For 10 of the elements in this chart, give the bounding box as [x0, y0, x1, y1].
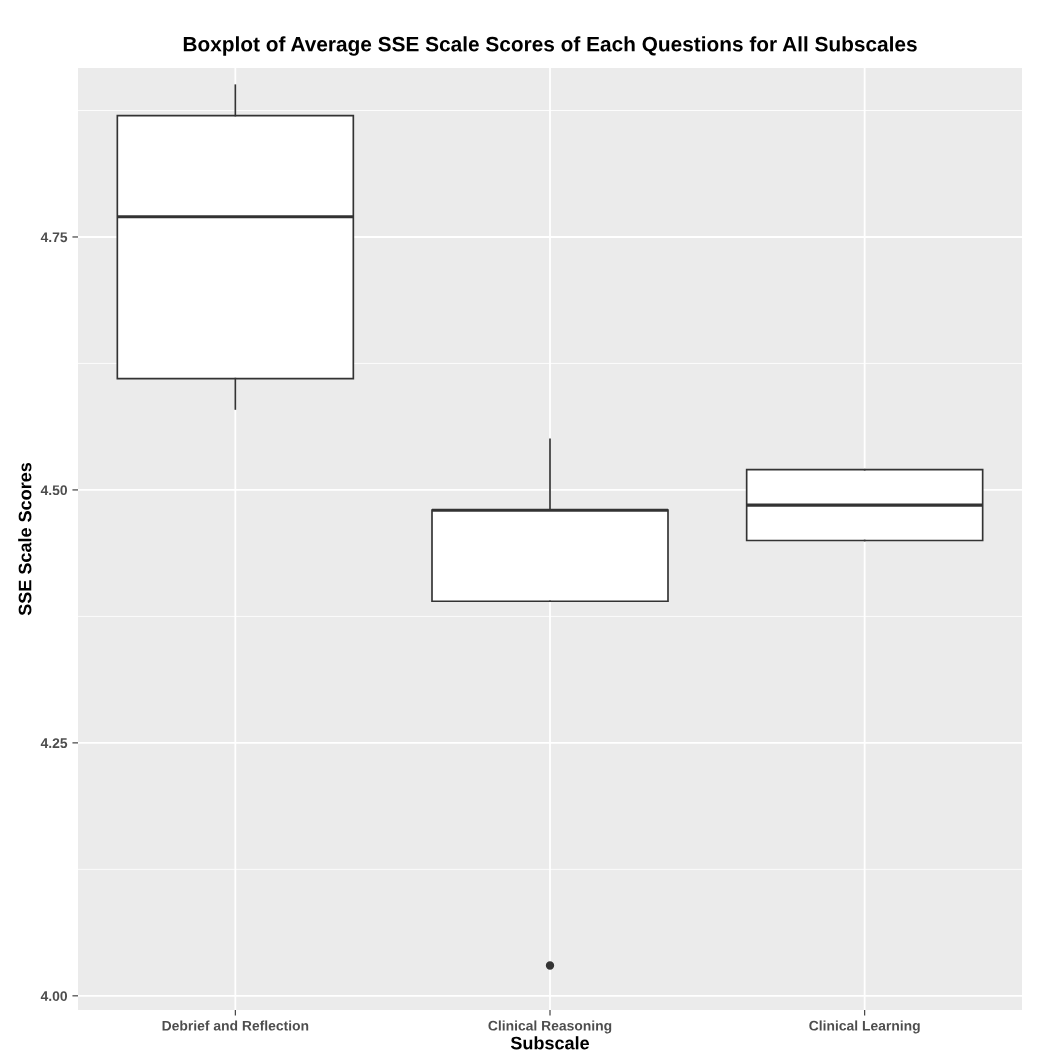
y-tick-label: 4.50 — [40, 485, 68, 496]
y-axis-title: SSE Scale Scores — [18, 462, 32, 616]
x-tick-label: Clinical Reasoning — [488, 1020, 612, 1034]
y-tick-label: 4.00 — [40, 991, 68, 1001]
x-tick-label: Debrief and Reflection — [162, 1020, 309, 1031]
chart-title: Boxplot of Average SSE Scale Scores of Each Questions for All Subscales — [183, 36, 917, 56]
x-tick-label: Clinical Learning — [809, 1020, 920, 1034]
x-axis-title: Subscale — [510, 1036, 590, 1050]
y-tick-label: 4.75 — [40, 232, 68, 243]
y-tick-label: 4.25 — [40, 738, 68, 749]
